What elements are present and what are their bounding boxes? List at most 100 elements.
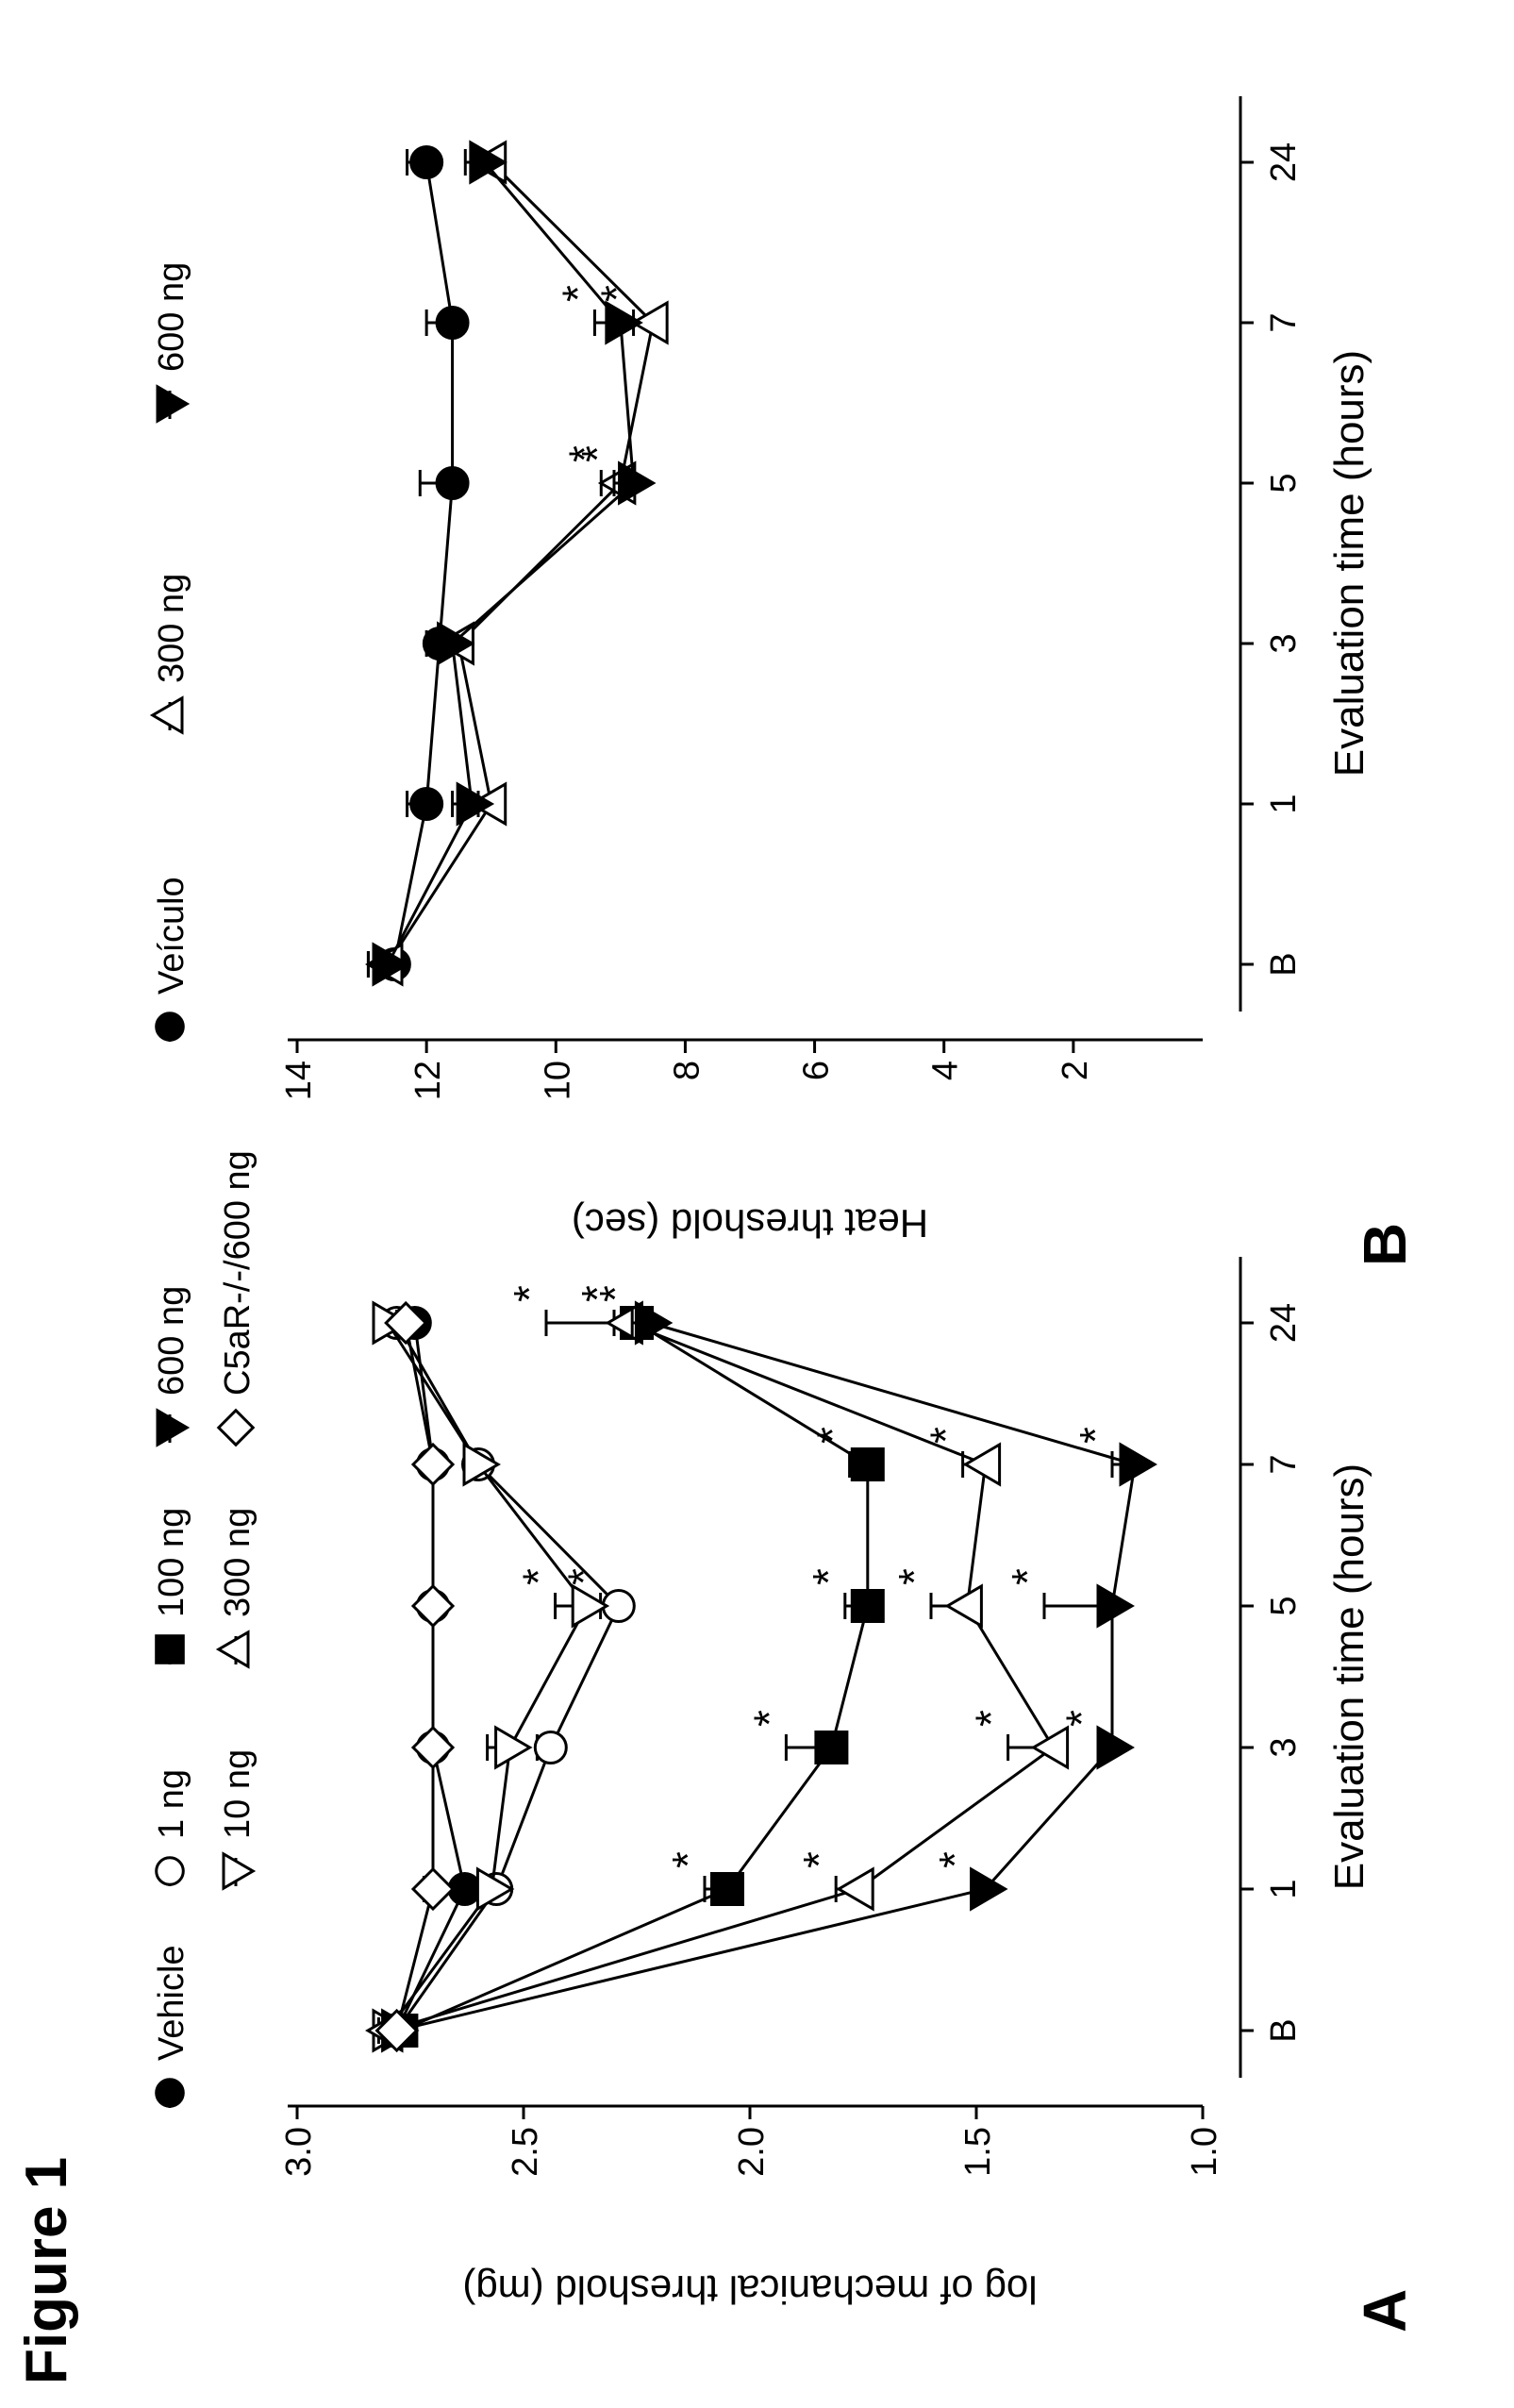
legend-marker — [155, 1634, 185, 1664]
legend-item: C5aR-/-/600 ng — [216, 1150, 258, 1447]
y-tick-label: 1.0 — [1185, 2127, 1224, 2177]
significance-marker: * — [1057, 1710, 1106, 1727]
data-point — [494, 1725, 533, 1770]
data-point — [372, 942, 410, 987]
significance-marker: * — [559, 445, 608, 462]
legend-item: 10 ng — [218, 1749, 258, 1891]
significance-marker: * — [553, 285, 602, 302]
y-tick-label: 4 — [926, 1061, 966, 1080]
significance-marker: * — [930, 1851, 979, 1868]
x-tick-label: 24 — [1264, 1303, 1304, 1343]
y-tick-label: 2 — [1056, 1061, 1095, 1080]
legend-item: 600 ng — [152, 1286, 191, 1447]
data-point — [410, 1725, 456, 1770]
data-point — [1096, 1725, 1135, 1770]
data-point — [435, 466, 470, 500]
legend-item: 100 ng — [152, 1508, 191, 1664]
series-line — [396, 1321, 1137, 2032]
x-tick-label: 3 — [1264, 1737, 1304, 1757]
significance-marker: * — [663, 1851, 712, 1868]
legend-label: Veículo — [152, 877, 191, 995]
y-tick-label: 1.5 — [958, 2127, 998, 2177]
series: ** — [366, 140, 657, 987]
significance-marker: * — [744, 1710, 793, 1727]
legend-marker — [156, 1408, 191, 1447]
data-point — [462, 1442, 501, 1487]
x-tick-label: 24 — [1264, 142, 1304, 182]
legend-marker — [155, 2078, 185, 2108]
legend-marker — [216, 1408, 256, 1447]
y-tick-label: 2.5 — [506, 2127, 545, 2177]
data-point — [814, 1731, 849, 1764]
significance-marker: * — [573, 1285, 622, 1302]
series: * — [379, 1306, 636, 2048]
series-line — [395, 1322, 621, 2032]
x-tick-label: 5 — [1264, 473, 1304, 493]
significance-marker: * — [967, 1710, 1016, 1727]
legend-item: 600 ng — [152, 262, 191, 424]
legend: Veículo 300 ng 600 ng — [149, 262, 191, 1042]
data-point — [944, 1583, 983, 1629]
significance-marker: * — [1071, 1427, 1120, 1444]
series-line — [392, 161, 455, 965]
legend-item: Vehicle — [152, 1945, 191, 2108]
significance-marker: * — [1003, 1568, 1052, 1585]
y-tick-label: 10 — [538, 1061, 577, 1100]
series-line — [395, 1322, 435, 2032]
data-point — [970, 1866, 1008, 1912]
legend-label: 300 ng — [218, 1508, 258, 1617]
legend-label: Vehicle — [152, 1945, 191, 2061]
significance-marker: * — [591, 1285, 640, 1302]
x-tick-label: B — [1264, 2018, 1304, 2042]
significance-marker: * — [794, 1851, 843, 1868]
data-point — [410, 1583, 456, 1629]
y-axis-label: log of mechanical threshold (mg) — [462, 2267, 1037, 2312]
legend-label: 100 ng — [152, 1508, 191, 1617]
series: ** — [365, 140, 669, 987]
data-point — [533, 1731, 568, 1764]
y-tick-label: 6 — [797, 1061, 837, 1080]
significance-marker: * — [922, 1427, 971, 1444]
data-point — [618, 460, 657, 506]
data-point — [410, 1442, 456, 1487]
x-axis-label: Evaluation time (hours) — [1326, 350, 1373, 777]
data-point — [1119, 1442, 1157, 1487]
x-tick-label: 7 — [1264, 1454, 1304, 1474]
series: ***** — [381, 1285, 1157, 2053]
legend-marker — [156, 384, 191, 424]
x-tick-label: 5 — [1264, 1596, 1304, 1615]
data-point — [605, 300, 643, 345]
series-line — [386, 1322, 589, 2032]
significance-marker: * — [592, 285, 641, 302]
significance-marker: * — [573, 445, 622, 462]
data-point — [571, 1583, 610, 1629]
series — [373, 145, 470, 981]
y-tick-label: 12 — [408, 1061, 448, 1100]
x-tick-label: B — [1264, 952, 1304, 976]
panel-a: A 1.0 1.5 2.0 2.5 3.0 B 1 3 5 7 24 Evaluation time (… — [152, 1150, 1419, 2333]
legend-marker — [149, 695, 184, 735]
legend-marker — [215, 1630, 250, 1669]
y-tick-label: 3.0 — [279, 2127, 319, 2177]
series: * — [372, 1300, 610, 2053]
panel-letter: B — [1351, 1223, 1419, 1266]
data-point — [437, 621, 475, 666]
legend-item: 300 ng — [149, 574, 191, 735]
x-tick-label: 1 — [1264, 794, 1304, 813]
significance-marker: * — [808, 1427, 857, 1444]
significance-marker: * — [505, 1285, 554, 1302]
data-point — [850, 1589, 885, 1623]
data-point — [435, 306, 470, 340]
y-tick-label: 14 — [279, 1061, 319, 1100]
panel-letter: A — [1351, 2289, 1419, 2333]
significance-marker: * — [804, 1568, 853, 1585]
series-line — [386, 160, 655, 965]
x-tick-label: 3 — [1264, 633, 1304, 653]
series-line — [387, 1321, 1056, 2032]
legend-item: Veículo — [152, 877, 191, 1042]
legend-label: 1 ng — [152, 1769, 191, 1839]
data-point — [634, 1300, 674, 1346]
data-point — [1096, 1583, 1135, 1629]
data-point — [710, 1872, 744, 1906]
